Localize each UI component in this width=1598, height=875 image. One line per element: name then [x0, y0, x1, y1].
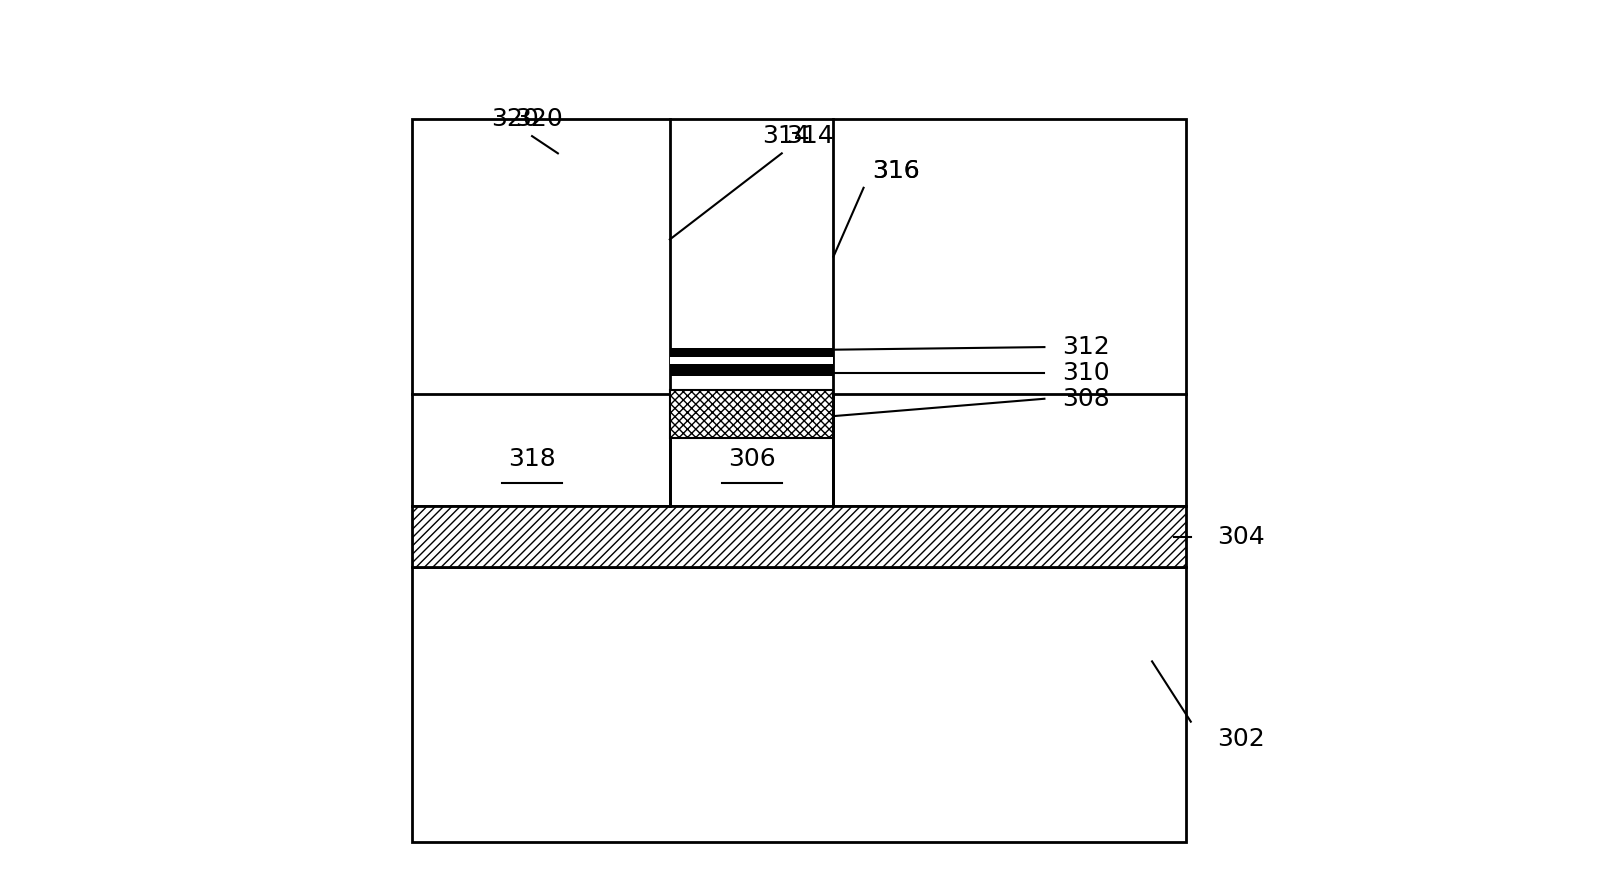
Text: 308: 308	[1061, 387, 1109, 410]
Text: 314: 314	[762, 124, 810, 148]
Text: 320: 320	[515, 107, 562, 131]
Text: 316: 316	[873, 158, 920, 183]
Bar	[670, 356, 834, 364]
Text: 314: 314	[786, 124, 834, 148]
Text: 320: 320	[491, 107, 539, 131]
Text: 302: 302	[1216, 727, 1264, 751]
Text: 310: 310	[1061, 360, 1109, 385]
Bar	[670, 390, 834, 438]
Bar	[412, 567, 1186, 843]
Text: 306: 306	[727, 447, 775, 471]
Bar	[670, 364, 834, 375]
Text: 318: 318	[508, 447, 556, 471]
Text: 304: 304	[1216, 524, 1264, 549]
Bar	[412, 119, 1186, 507]
Bar	[670, 348, 834, 356]
Text: 312: 312	[1061, 335, 1109, 359]
Bar	[412, 507, 1186, 567]
Text: 316: 316	[873, 158, 920, 183]
